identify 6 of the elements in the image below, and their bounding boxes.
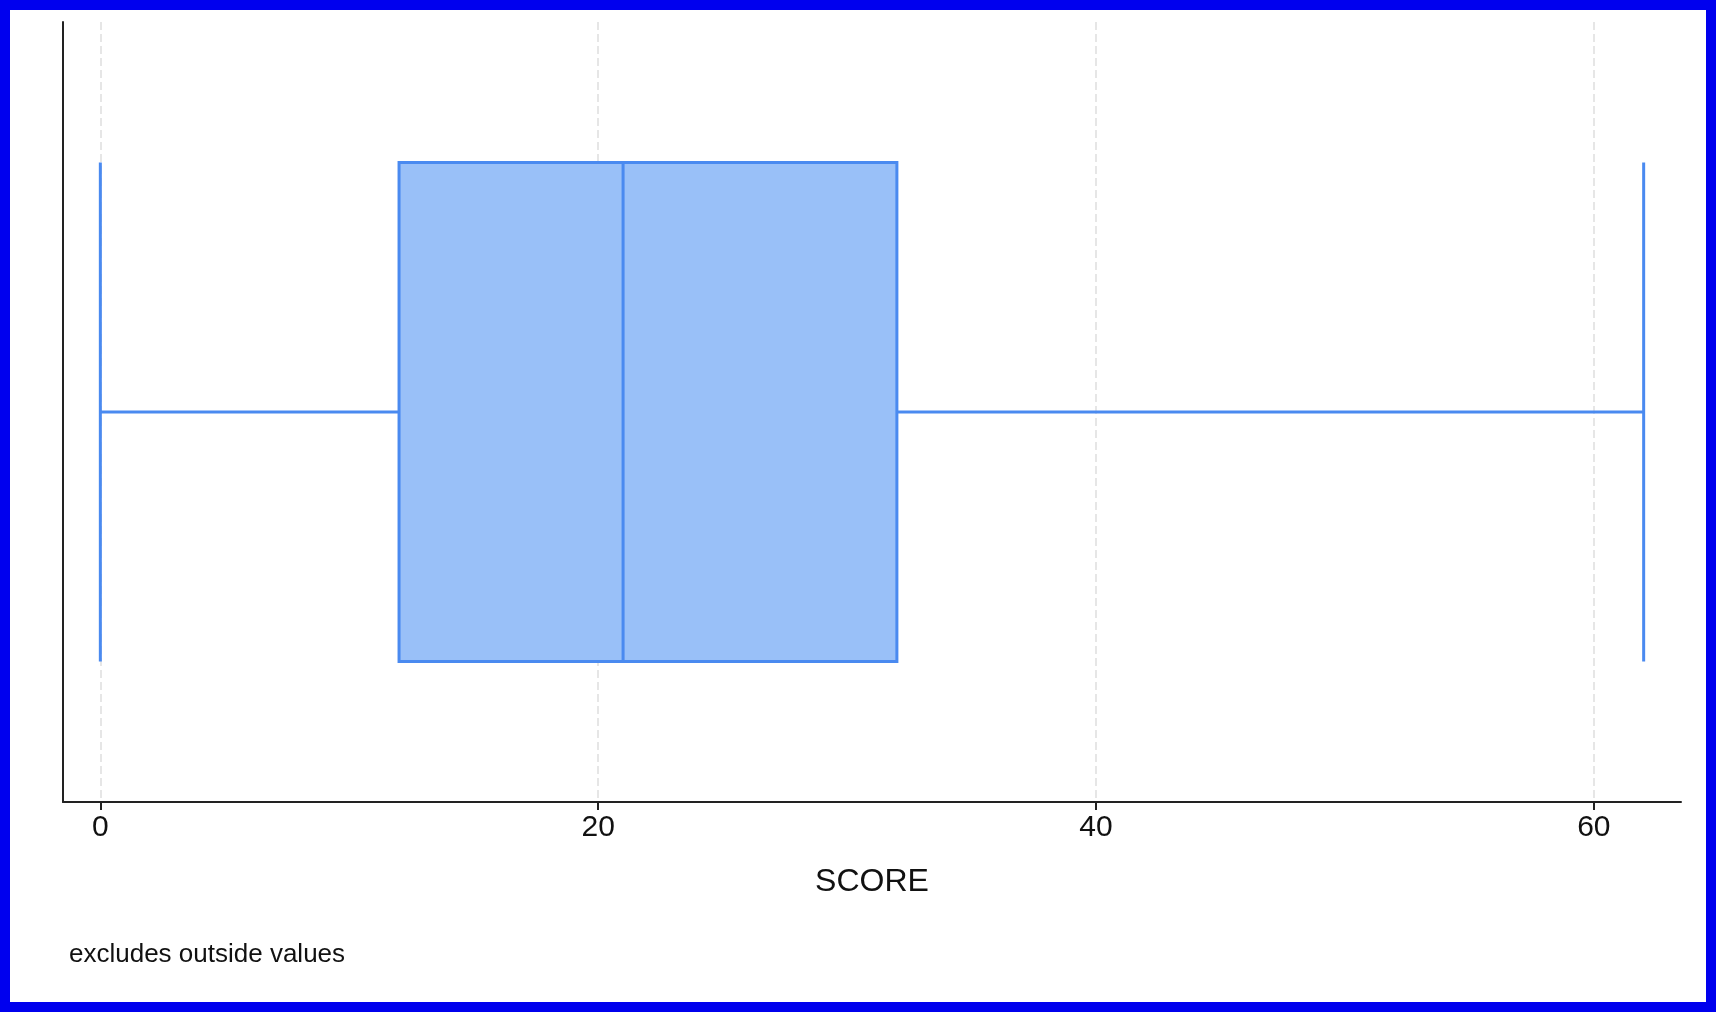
- x-axis-title: SCORE: [815, 862, 929, 898]
- text: excludes outside values: [69, 938, 346, 968]
- x-tick-label: 20: [581, 808, 615, 842]
- x-tick-label: 40: [1079, 808, 1113, 842]
- x-tick-label: 0: [91, 808, 109, 842]
- x-tick-label: 60: [1577, 808, 1611, 842]
